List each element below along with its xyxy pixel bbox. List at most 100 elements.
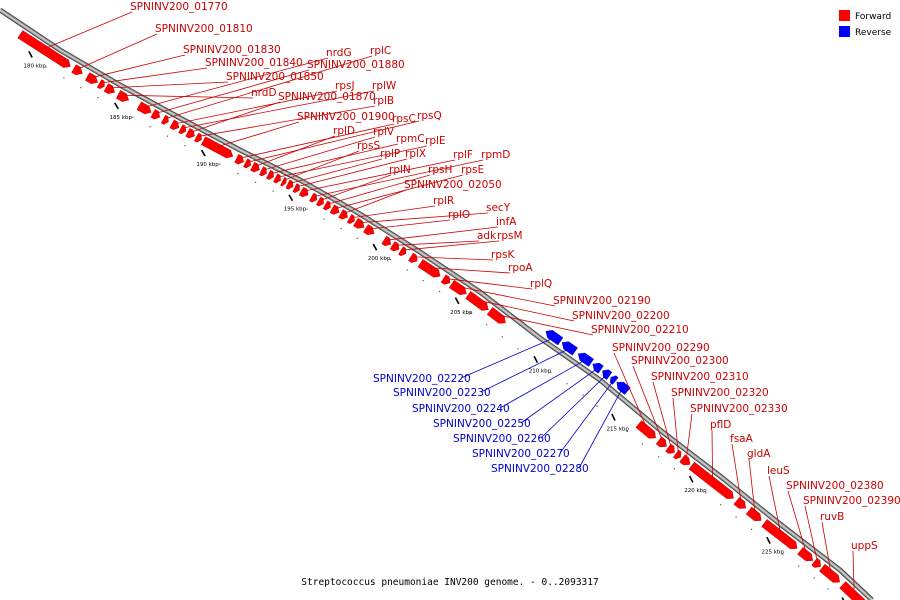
gene-feature-forward[interactable] bbox=[486, 307, 506, 324]
gene-feature-forward[interactable] bbox=[280, 177, 287, 187]
gene-label[interactable]: SPNINV200_02230 bbox=[393, 387, 491, 399]
gene-label[interactable]: rplN bbox=[389, 164, 411, 176]
gene-feature-forward[interactable] bbox=[635, 420, 656, 439]
gene-label[interactable]: rpmD bbox=[481, 149, 510, 161]
gene-feature-forward[interactable] bbox=[688, 461, 734, 500]
gene-label[interactable]: SPNINV200_02190 bbox=[553, 295, 651, 307]
gene-feature-forward[interactable] bbox=[733, 497, 747, 509]
gene-feature-forward[interactable] bbox=[178, 124, 187, 135]
gene-feature-reverse[interactable] bbox=[561, 341, 578, 356]
gene-label[interactable]: infA bbox=[496, 216, 517, 228]
gene-label[interactable]: rplV bbox=[373, 126, 395, 138]
gene-label[interactable]: SPNINV200_02240 bbox=[412, 403, 510, 415]
gene-label[interactable]: SPNINV200_02220 bbox=[373, 373, 471, 385]
gene-feature-reverse[interactable] bbox=[616, 381, 631, 395]
gene-label[interactable]: SPNINV200_01840 bbox=[205, 57, 303, 69]
gene-label[interactable]: rpsC bbox=[392, 113, 416, 125]
gene-feature-forward[interactable] bbox=[381, 235, 392, 247]
gene-label[interactable]: SPNINV200_01870 bbox=[278, 91, 376, 103]
gene-label[interactable]: rplO bbox=[448, 209, 470, 221]
gene-feature-forward[interactable] bbox=[839, 581, 866, 600]
gene-label[interactable]: rpmC bbox=[396, 133, 425, 145]
gene-feature-forward[interactable] bbox=[679, 454, 691, 466]
gene-label[interactable]: rpoA bbox=[508, 262, 533, 274]
gene-label[interactable]: rpsE bbox=[461, 164, 484, 176]
gene-label[interactable]: SPNINV200_01830 bbox=[183, 44, 281, 56]
gene-label[interactable]: rpsM bbox=[497, 230, 523, 242]
gene-feature-forward[interactable] bbox=[84, 72, 98, 85]
gene-label[interactable]: SPNINV200_02320 bbox=[671, 387, 769, 399]
gene-feature-forward[interactable] bbox=[285, 179, 294, 190]
gene-label[interactable]: SPNINV200_01770 bbox=[130, 1, 228, 13]
gene-label[interactable]: secY bbox=[486, 202, 511, 214]
gene-feature-forward[interactable] bbox=[185, 128, 195, 139]
gene-label[interactable]: rpsJ bbox=[335, 80, 355, 92]
gene-label[interactable]: rplR bbox=[433, 195, 454, 207]
gene-feature-forward[interactable] bbox=[259, 166, 267, 177]
gene-label[interactable]: rplP bbox=[380, 148, 400, 160]
gene-label[interactable]: rpsS bbox=[357, 140, 380, 152]
gene-label[interactable]: rplB bbox=[373, 95, 394, 107]
gene-label[interactable]: nrdD bbox=[251, 87, 277, 99]
gene-feature-reverse[interactable] bbox=[602, 369, 613, 380]
gene-label[interactable]: rplC bbox=[370, 45, 391, 57]
gene-feature-forward[interactable] bbox=[150, 109, 161, 120]
gene-label[interactable]: rplQ bbox=[530, 278, 552, 290]
gene-feature-forward[interactable] bbox=[363, 224, 375, 236]
gene-label[interactable]: SPNINV200_02250 bbox=[433, 418, 531, 430]
gene-feature-forward[interactable] bbox=[819, 563, 840, 583]
gene-label[interactable]: pflD bbox=[710, 419, 731, 431]
gene-feature-forward[interactable] bbox=[389, 241, 400, 252]
gene-label[interactable]: SPNINV200_02300 bbox=[631, 355, 729, 367]
gene-label[interactable]: adk bbox=[477, 230, 497, 242]
gene-feature-forward[interactable] bbox=[797, 547, 814, 562]
gene-feature-forward[interactable] bbox=[273, 173, 281, 184]
gene-feature-forward[interactable] bbox=[292, 183, 300, 194]
gene-label[interactable]: rpsH bbox=[428, 164, 452, 176]
gene-label[interactable]: ruvB bbox=[820, 511, 844, 523]
gene-feature-forward[interactable] bbox=[665, 443, 675, 454]
gene-feature-forward[interactable] bbox=[655, 436, 667, 448]
gene-feature-forward[interactable] bbox=[329, 204, 340, 215]
gene-feature-reverse[interactable] bbox=[592, 362, 604, 374]
gene-label[interactable]: gldA bbox=[747, 448, 771, 460]
gene-label[interactable]: SPNINV200_02270 bbox=[472, 448, 570, 460]
gene-feature-forward[interactable] bbox=[745, 506, 762, 522]
gene-feature-forward[interactable] bbox=[346, 214, 355, 224]
gene-label[interactable]: rpsK bbox=[491, 249, 515, 261]
gene-feature-forward[interactable] bbox=[811, 557, 821, 568]
gene-feature-forward[interactable] bbox=[250, 162, 260, 173]
gene-label[interactable]: rplD bbox=[333, 125, 355, 137]
gene-label[interactable]: SPNINV200_02210 bbox=[591, 324, 689, 336]
gene-feature-forward[interactable] bbox=[200, 136, 234, 159]
gene-label[interactable]: SPNINV200_02390 bbox=[803, 495, 900, 507]
gene-label[interactable]: rplW bbox=[372, 80, 397, 92]
gene-feature-forward[interactable] bbox=[298, 186, 309, 198]
gene-feature-forward[interactable] bbox=[398, 246, 407, 257]
gene-label[interactable]: SPNINV200_02260 bbox=[453, 433, 551, 445]
gene-label[interactable]: nrdG bbox=[326, 47, 352, 59]
gene-label[interactable]: SPNINV200_02310 bbox=[651, 371, 749, 383]
gene-feature-forward[interactable] bbox=[322, 200, 331, 211]
gene-feature-forward[interactable] bbox=[243, 158, 251, 169]
gene-label[interactable]: SPNINV200_01850 bbox=[226, 71, 324, 83]
gene-feature-forward[interactable] bbox=[448, 279, 467, 296]
gene-label[interactable]: uppS bbox=[851, 540, 878, 552]
gene-feature-forward[interactable] bbox=[160, 114, 169, 125]
gene-feature-forward[interactable] bbox=[309, 192, 318, 203]
gene-label[interactable]: SPNINV200_02280 bbox=[491, 463, 589, 475]
gene-feature-forward[interactable] bbox=[465, 290, 489, 311]
gene-feature-forward[interactable] bbox=[408, 252, 418, 263]
gene-feature-forward[interactable] bbox=[266, 169, 274, 180]
gene-label[interactable]: leuS bbox=[767, 465, 790, 477]
gene-label[interactable]: SPNINV200_02330 bbox=[690, 403, 788, 415]
gene-feature-forward[interactable] bbox=[234, 154, 244, 165]
gene-feature-forward[interactable] bbox=[71, 64, 83, 76]
gene-label[interactable]: rpsQ bbox=[417, 110, 442, 122]
gene-feature-forward[interactable] bbox=[103, 83, 115, 94]
gene-feature-forward[interactable] bbox=[169, 119, 180, 130]
gene-feature-forward[interactable] bbox=[17, 30, 71, 68]
gene-feature-forward[interactable] bbox=[338, 209, 348, 220]
gene-feature-forward[interactable] bbox=[115, 90, 129, 102]
gene-feature-forward[interactable] bbox=[353, 217, 365, 229]
